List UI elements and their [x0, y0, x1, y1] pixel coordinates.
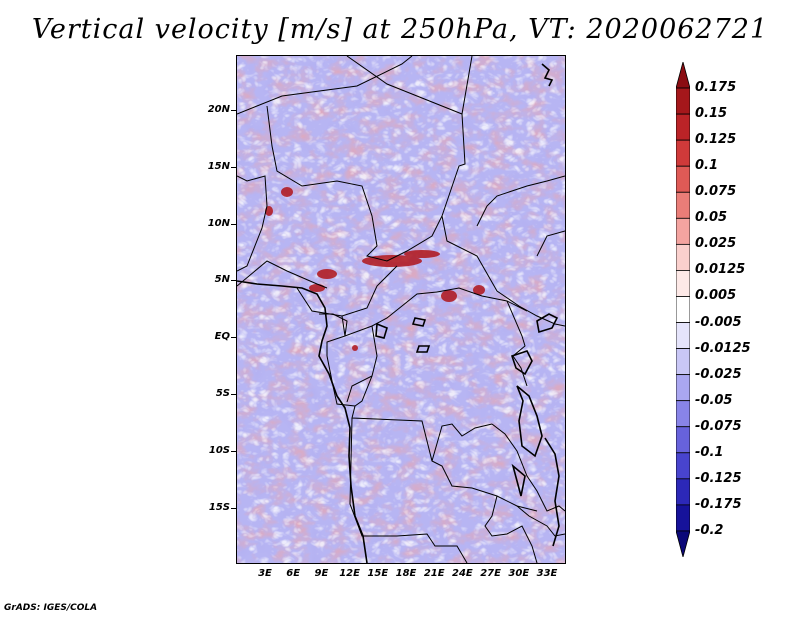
x-tick-label: 21E	[423, 568, 445, 579]
colorbar-swatch	[676, 270, 690, 297]
colorbar	[676, 62, 690, 557]
y-tick-label: EQ	[200, 331, 236, 342]
colorbar-swatch	[676, 426, 690, 454]
strong-updraft-cells	[265, 187, 485, 351]
colorbar-label: -0.125	[695, 470, 742, 486]
colorbar-swatch	[676, 139, 690, 167]
y-tick-label: 15S	[200, 502, 236, 513]
y-tick-label: 10S	[200, 445, 236, 456]
x-tick-label: 15E	[367, 568, 389, 579]
colorbar-label: 0.125	[695, 132, 737, 148]
colorbar-label: 0.15	[695, 106, 728, 122]
coastline	[237, 63, 560, 563]
colorbar-swatch	[676, 348, 690, 376]
colorbar-swatch	[676, 296, 690, 323]
country-borders	[237, 56, 565, 563]
map-field	[237, 56, 565, 563]
colorbar-swatch	[676, 113, 690, 141]
colorbar-label: -0.2	[695, 522, 724, 538]
chart-title: Vertical velocity [m/s] at 250hPa, VT: 2…	[31, 14, 769, 45]
velocity-map	[236, 55, 566, 564]
y-tick-label: 5S	[200, 388, 236, 399]
colorbar-label: -0.1	[695, 444, 724, 460]
colorbar-swatch	[676, 62, 690, 89]
x-tick-label: 30E	[508, 568, 530, 579]
colorbar-label: -0.025	[695, 366, 742, 382]
colorbar-label: -0.005	[695, 314, 742, 330]
colorbar-swatch	[676, 87, 690, 115]
x-tick-label: 24E	[452, 568, 473, 579]
y-tick-label: 15N	[200, 161, 236, 172]
x-tick-label: 27E	[480, 568, 501, 579]
y-tick-label: 5N	[200, 274, 236, 285]
colorbar-swatch	[676, 504, 690, 532]
colorbar-label: 0.05	[695, 210, 728, 226]
x-tick-label: 12E	[339, 568, 360, 579]
colorbar-swatch	[676, 165, 690, 193]
colorbar-swatch	[676, 374, 690, 402]
colorbar-label: -0.0125	[695, 340, 751, 356]
colorbar-swatch	[676, 217, 690, 245]
x-tick-label: 3E	[258, 568, 272, 579]
colorbar-label: 0.005	[695, 288, 737, 304]
y-tick-label: 10N	[200, 218, 236, 229]
colorbar-label: 0.075	[695, 184, 737, 200]
colorbar-swatch	[676, 243, 690, 271]
colorbar-swatch	[676, 478, 690, 506]
x-tick-label: 18E	[395, 568, 417, 579]
x-tick-label: 6E	[286, 568, 301, 579]
colorbar-label: 0.1	[695, 158, 719, 174]
colorbar-swatch	[676, 530, 690, 557]
colorbar-label: -0.05	[695, 392, 733, 408]
footer-credit: GrADS: IGES/COLA	[4, 603, 98, 613]
colorbar-swatch	[676, 400, 690, 428]
colorbar-swatch	[676, 322, 690, 349]
colorbar-label: -0.175	[695, 496, 742, 512]
colorbar-label: 0.175	[695, 80, 737, 96]
colorbar-label: 0.025	[695, 236, 737, 252]
colorbar-swatch	[676, 191, 690, 219]
colorbar-label: 0.0125	[695, 262, 746, 278]
x-tick-label: 9E	[314, 568, 329, 579]
y-tick-label: 20N	[200, 104, 236, 115]
colorbar-label: -0.075	[695, 418, 742, 434]
colorbar-swatch	[676, 452, 690, 480]
x-tick-label: 33E	[536, 568, 558, 579]
